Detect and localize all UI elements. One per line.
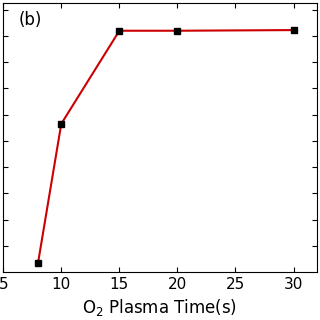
Text: (b): (b) (19, 11, 42, 29)
X-axis label: O$_2$ Plasma Time(s): O$_2$ Plasma Time(s) (83, 297, 237, 318)
